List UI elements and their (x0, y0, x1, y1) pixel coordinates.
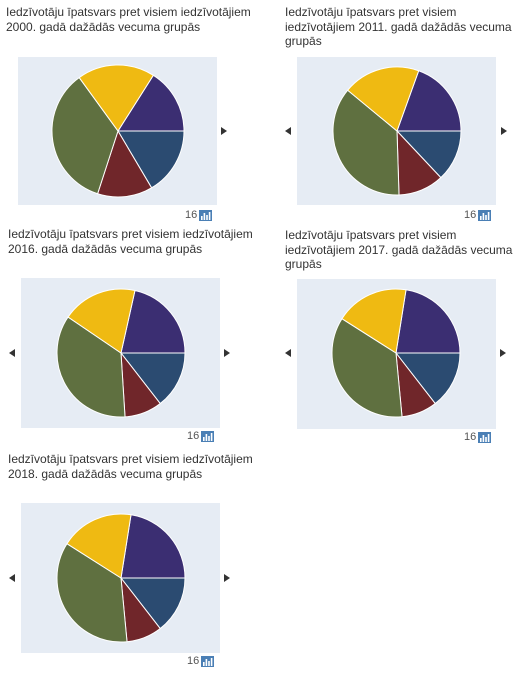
chart-footer: 16 (185, 209, 213, 221)
chart-title: Iedzīvotāju īpatsvars pret visiem iedzīv… (285, 228, 513, 271)
chart-footer: 16 (464, 431, 492, 443)
pie-slice[interactable] (331, 318, 403, 418)
pie-slice[interactable] (120, 289, 186, 354)
triangle-right-icon[interactable] (224, 349, 230, 357)
triangle-left-icon[interactable] (285, 127, 291, 135)
triangle-right-icon[interactable] (500, 349, 506, 357)
triangle-left-icon[interactable] (9, 349, 15, 357)
chart-title: Iedzīvotāju īpatsvars pret visiem iedzīv… (8, 452, 253, 481)
footer-number: 16 (185, 209, 198, 221)
footer-number: 16 (464, 209, 477, 221)
pie-slice[interactable] (78, 64, 155, 132)
pie-slice[interactable] (56, 316, 126, 418)
chart-plot-area (297, 57, 496, 205)
pie-slice[interactable] (56, 543, 128, 643)
bar-chart-icon[interactable] (199, 210, 213, 221)
pie-slice[interactable] (67, 288, 136, 354)
pie-chart (332, 66, 462, 196)
pie-chart (331, 288, 461, 418)
triangle-left-icon[interactable] (9, 574, 15, 582)
chart-plot-area (18, 57, 217, 205)
bar-chart-icon[interactable] (201, 656, 215, 667)
bar-chart-icon[interactable] (201, 431, 215, 442)
pie-slice[interactable] (66, 513, 132, 579)
footer-number: 16 (187, 430, 200, 442)
pie-slice[interactable] (341, 288, 407, 354)
chart-plot-area (297, 279, 496, 429)
chart-title: Iedzīvotāju īpatsvars pret visiem iedzīv… (8, 227, 253, 256)
pie-slice[interactable] (346, 66, 420, 132)
pie-slice[interactable] (120, 514, 186, 579)
pie-slice[interactable] (394, 352, 461, 405)
chart-title: Iedzīvotāju īpatsvars pret visiem iedzīv… (285, 5, 512, 48)
triangle-right-icon[interactable] (221, 127, 227, 135)
pie-chart (56, 513, 186, 643)
bar-chart-icon[interactable] (478, 210, 492, 221)
chart-footer: 16 (187, 655, 215, 667)
pie-slice[interactable] (119, 577, 186, 630)
pie-slice[interactable] (332, 89, 400, 196)
triangle-left-icon[interactable] (285, 349, 291, 357)
pie-slice[interactable] (117, 130, 185, 189)
chart-title: Iedzīvotāju īpatsvars pret visiem iedzīv… (6, 5, 251, 34)
footer-number: 16 (464, 431, 477, 443)
bar-chart-icon[interactable] (478, 432, 492, 443)
chart-footer: 16 (187, 430, 215, 442)
pie-slice[interactable] (117, 74, 185, 132)
pie-slice[interactable] (396, 70, 462, 132)
pie-chart (51, 64, 185, 198)
chart-plot-area (21, 503, 220, 653)
pie-slice[interactable] (96, 129, 153, 198)
pie-slice[interactable] (119, 352, 186, 405)
triangle-right-icon[interactable] (501, 127, 507, 135)
chart-footer: 16 (464, 209, 492, 221)
pie-chart (56, 288, 186, 418)
chart-plot-area (21, 278, 220, 428)
footer-number: 16 (187, 655, 200, 667)
pie-slice[interactable] (51, 76, 119, 195)
pie-slice[interactable] (395, 289, 461, 354)
triangle-right-icon[interactable] (224, 574, 230, 582)
